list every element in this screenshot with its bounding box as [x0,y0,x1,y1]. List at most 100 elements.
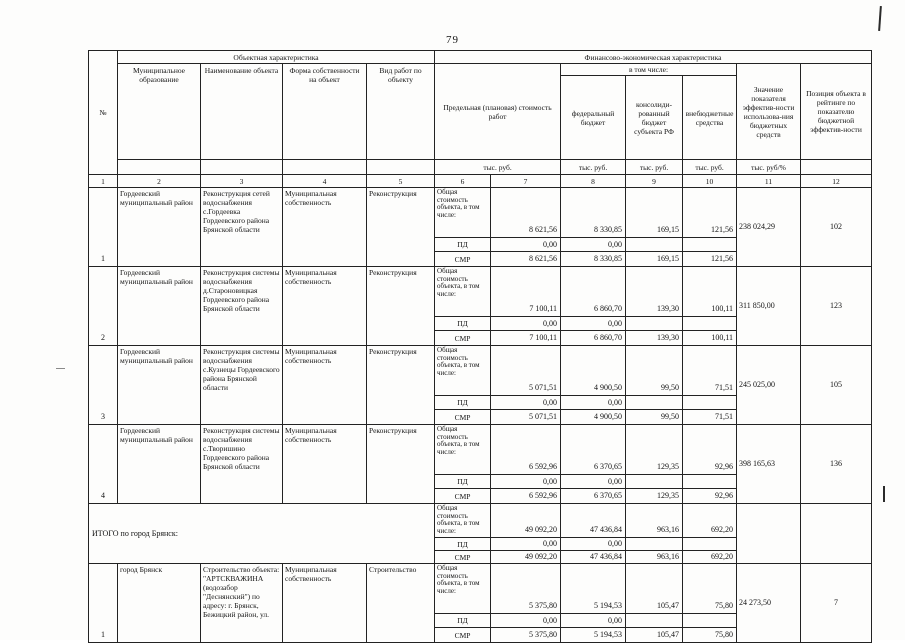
total-cost-label-cell: Общая стоимость объекта, в том числе: [434,563,492,614]
header-num: № [88,50,118,175]
col-number-cell: 10 [682,174,738,188]
unit-cell: тыс. руб. [682,159,738,175]
object-name-cell: Реконструкция системы водоснабжения д.Ст… [200,266,283,346]
municipality-cell: Гордеевский муниципальный район [117,345,201,425]
smr-federal-cell: 6 860,70 [560,330,627,346]
unit-cell: тыс. руб/% [736,159,802,175]
unit-cell-empty [282,159,367,175]
pd-label-cell: ПД [434,613,492,628]
header-object-characteristic: Объектная характеристика [116,50,436,64]
total-cost-value-cell: 49 092,20 [490,503,562,538]
rating-position-empty-cell [800,503,873,564]
unit-cell-empty [200,159,283,175]
object-group-4: 4 Гордеевский муниципальный район Реконс… [88,424,873,504]
pd-empty-cell [682,316,738,331]
unit-cell: тыс. руб. [560,159,627,175]
smr-federal-cell: 5 194,53 [560,627,627,643]
row-number-cell: 3 [88,345,118,425]
total-cost-value-cell: 6 592,96 [490,424,562,475]
smr-consolidated-cell: 105,47 [625,627,684,643]
smr-extrabudget-cell: 100,11 [682,330,738,346]
header-object-name: Наименование объекта [200,63,283,160]
col-number-cell: 6 [434,174,492,188]
pd-empty-cell [682,237,738,252]
work-type-cell: Реконструкция [365,424,436,504]
col-number-cell: 11 [736,174,802,188]
efficiency-value-cell: 311 850,00 [736,266,802,346]
pd-empty-cell [625,316,684,331]
total-cost-value-cell: 8 621,56 [490,187,562,238]
total-cost-label-cell: Общая стоимость объекта, в том числе: [434,424,492,475]
smr-consolidated-cell: 99,50 [625,409,684,425]
total-cost-value-cell: 5 375,80 [490,563,562,614]
smr-extrabudget-cell: 71,51 [682,409,738,425]
smr-extrabudget-cell: 75,80 [682,627,738,643]
smr-consolidated-cell: 963,16 [625,550,684,564]
rating-position-cell: 123 [800,266,873,346]
object-group-2: 2 Гордеевский муниципальный район Реконс… [88,266,873,346]
pd-label-cell: ПД [434,395,492,410]
consolidated-value-cell: 139,30 [625,266,684,317]
object-group-5: 1 город Брянск Строительство объекта: "А… [88,563,873,643]
consolidated-value-cell: 105,47 [625,563,684,614]
scan-mark-icon [883,486,885,502]
header-extrabudget: внебюджетные средства [682,75,738,160]
page-number: 79 [446,34,459,46]
pd-empty-cell [682,537,738,551]
object-name-cell: Реконструкция системы водоснабжения с.Ку… [200,345,283,425]
objects-table: № Объектная характеристика Финансово-эко… [87,50,873,643]
smr-extrabudget-cell: 692,20 [682,550,738,564]
total-cost-value-cell: 5 071,51 [490,345,562,396]
smr-cost-cell: 5 375,80 [490,627,562,643]
pd-cost-cell: 0,00 [490,613,562,628]
smr-label-cell: СМР [434,409,492,425]
total-cost-value-cell: 7 100,11 [490,266,562,317]
pd-empty-cell [625,395,684,410]
col-number-cell: 7 [490,174,562,188]
work-type-cell: Строительство [365,563,436,643]
ownership-cell: Муниципальная собственность [282,345,367,425]
pd-federal-cell: 0,00 [560,613,627,628]
pd-label-cell: ПД [434,537,492,551]
federal-value-cell: 47 436,84 [560,503,627,538]
work-type-cell: Реконструкция [365,266,436,346]
total-cost-label-cell: Общая стоимость объекта, в том числе: [434,187,492,238]
pd-empty-cell [682,613,738,628]
consolidated-value-cell: 169,15 [625,187,684,238]
pd-cost-cell: 0,00 [490,237,562,252]
extrabudget-value-cell: 75,80 [682,563,738,614]
scan-mark-icon [878,5,882,32]
federal-value-cell: 6 370,65 [560,424,627,475]
header-efficiency: Значение показателя эффектив-ности испол… [736,63,802,160]
efficiency-value-cell: 238 024,29 [736,187,802,267]
extrabudget-value-cell: 71,51 [682,345,738,396]
smr-label-cell: СМР [434,627,492,643]
col-number-cell: 9 [625,174,684,188]
itogo-label-cell: ИТОГО по город Брянск: [87,503,436,564]
smr-federal-cell: 6 370,65 [560,488,627,504]
total-cost-label-cell: Общая стоимость объекта, в том числе: [434,345,492,396]
efficiency-value-cell: 24 273,50 [736,563,802,643]
pd-empty-cell [682,395,738,410]
row-number-cell: 2 [88,266,118,346]
smr-federal-cell: 47 436,84 [560,550,627,564]
smr-consolidated-cell: 169,15 [625,251,684,267]
pd-cost-cell: 0,00 [490,474,562,489]
pd-empty-cell [625,537,684,551]
pd-label-cell: ПД [434,237,492,252]
total-cost-label-cell: Общая стоимость объекта, в том числе: [434,503,492,538]
rating-position-cell: 136 [800,424,873,504]
header-federal-budget: федеральный бюджет [560,75,627,160]
rating-position-cell: 102 [800,187,873,267]
extrabudget-value-cell: 692,20 [682,503,738,538]
smr-consolidated-cell: 139,30 [625,330,684,346]
smr-label-cell: СМР [434,550,492,564]
smr-federal-cell: 4 900,50 [560,409,627,425]
extrabudget-value-cell: 121,56 [682,187,738,238]
object-group-1: 1 Гордеевский муниципальный район Реконс… [88,187,873,267]
col-number-cell: 4 [282,174,367,188]
pd-cost-cell: 0,00 [490,316,562,331]
row-number-cell: 1 [88,187,118,267]
header-planned-cost: Предельная (плановая) стоимость работ [434,63,562,160]
